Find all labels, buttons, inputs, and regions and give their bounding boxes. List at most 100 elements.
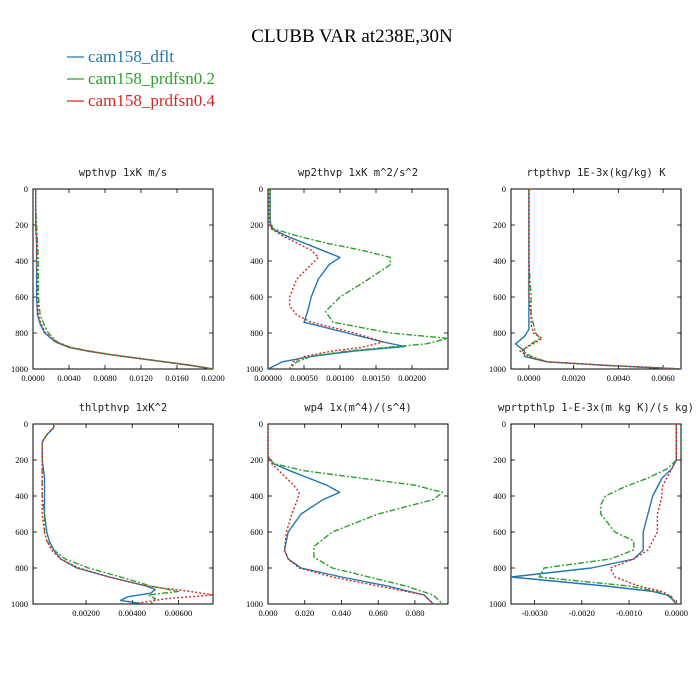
figure-title: CLUBB VAR at238E,30N — [251, 26, 453, 47]
xtick-label: -0.0030 — [522, 608, 548, 618]
ytick-label: 200 — [15, 455, 28, 465]
xtick-label: 0.000 — [258, 608, 277, 618]
xtick-label: 0.0040 — [57, 373, 80, 383]
ytick-label: 0 — [502, 419, 506, 429]
panel-title-5: wprtpthlp 1-E-3x(m kg K)/(s kg) — [498, 402, 694, 414]
xtick-label: 0.00400 — [118, 608, 146, 618]
ytick-label: 1000 — [11, 364, 28, 374]
ytick-label: 0 — [24, 184, 28, 194]
ytick-label: 200 — [250, 455, 263, 465]
ytick-label: 400 — [250, 256, 263, 266]
series-line-cam158_dflt — [41, 424, 157, 604]
panel-title-4: wp4 1x(m^4)/(s^4) — [304, 402, 411, 414]
xtick-label: 0.00050 — [290, 373, 318, 383]
panel-3: thlpthvp 1xK^2 0 200 400 600 800 1000 0.00200 0.… — [11, 402, 214, 618]
ytick-label: 0 — [259, 184, 263, 194]
ytick-label: 600 — [493, 527, 506, 537]
ytick-label: 200 — [15, 220, 28, 230]
series-line-cam158_prdfsn0.4 — [35, 189, 213, 369]
series-line-cam158_prdfsn0.4 — [268, 189, 384, 369]
ytick-label: 800 — [15, 328, 28, 338]
series-group-1 — [268, 189, 448, 369]
ytick-label: 0 — [24, 419, 28, 429]
xtick-label: 0.0060 — [651, 373, 674, 383]
xtick-label: 0.0040 — [607, 373, 630, 383]
xtick-label: 0.0160 — [165, 373, 188, 383]
panel-title-2: rtpthvp 1E-3x(kg/kg) K — [526, 167, 666, 179]
series-group-0 — [35, 189, 213, 369]
xtick-label: 0.020 — [295, 608, 314, 618]
series-line-cam158_prdfsn0.4 — [519, 189, 681, 369]
ytick-label: 1000 — [489, 364, 506, 374]
series-line-cam158_prdfsn0.2 — [269, 189, 448, 369]
plot-frame-1 — [267, 188, 449, 370]
legend-label-1: cam158_prdfsn0.2 — [88, 69, 215, 88]
panel-title-0: wpthvp 1xK m/s — [79, 167, 168, 179]
ytick-label: 400 — [15, 256, 28, 266]
ytick-label: 800 — [493, 563, 506, 573]
plot-frame-2 — [510, 188, 682, 370]
xtick-label: -0.0010 — [616, 608, 642, 618]
ytick-label: 400 — [250, 491, 263, 501]
series-line-cam158_dflt — [514, 189, 681, 369]
ytick-label: 1000 — [246, 599, 263, 609]
series-line-cam158_prdfsn0.4 — [609, 424, 677, 604]
ytick-label: 0 — [259, 419, 263, 429]
ytick-label: 400 — [493, 256, 506, 266]
xtick-label: 0.0000 — [665, 608, 688, 618]
ytick-label: 800 — [15, 563, 28, 573]
plot-frame-0 — [32, 188, 214, 370]
ytick-label: 600 — [15, 292, 28, 302]
ytick-label: 200 — [493, 220, 506, 230]
xtick-label: 0.060 — [369, 608, 388, 618]
ytick-label: 1000 — [11, 599, 28, 609]
series-line-cam158_prdfsn0.4 — [41, 424, 213, 604]
series-line-cam158_prdfsn0.2 — [268, 424, 444, 604]
series-line-cam158_dflt — [268, 424, 434, 604]
panel-5: wprtpthlp 1-E-3x(m kg K)/(s kg) 0 200 400 60… — [489, 402, 694, 618]
legend: cam158_dflt cam158_prdfsn0.2 cam158_prdfsn… — [67, 47, 216, 110]
ytick-label: 800 — [250, 328, 263, 338]
ytick-label: 200 — [250, 220, 263, 230]
ytick-label: 800 — [493, 328, 506, 338]
ytick-label: 400 — [493, 491, 506, 501]
series-group-2 — [514, 189, 681, 369]
xtick-label: 0.080 — [405, 608, 424, 618]
xtick-label: 0.00150 — [362, 373, 390, 383]
xtick-label: 0.00100 — [326, 373, 354, 383]
series-group-5 — [511, 424, 677, 604]
series-line-cam158_prdfsn0.4 — [268, 424, 434, 604]
xtick-label: 0.00600 — [165, 608, 193, 618]
xtick-label: 0.00000 — [254, 373, 282, 383]
xtick-label: 0.0200 — [201, 373, 224, 383]
panel-title-1: wp2thvp 1xK m^2/s^2 — [298, 167, 418, 179]
ytick-label: 600 — [250, 292, 263, 302]
xtick-label: 0.0000 — [21, 373, 44, 383]
ytick-label: 600 — [15, 527, 28, 537]
plot-frame-3 — [32, 423, 214, 605]
panel-1: wp2thvp 1xK m^2/s^2020040060080010000.00… — [246, 167, 449, 383]
xtick-label: 0.0020 — [562, 373, 585, 383]
series-line-cam158_prdfsn0.2 — [538, 424, 677, 604]
series-line-cam158_prdfsn0.2 — [35, 189, 213, 369]
ytick-label: 600 — [250, 527, 263, 537]
ytick-label: 400 — [15, 491, 28, 501]
ytick-label: 1000 — [246, 364, 263, 374]
xtick-label: -0.0020 — [569, 608, 595, 618]
xtick-label: 0.0120 — [129, 373, 152, 383]
series-line-cam158_dflt — [511, 424, 677, 604]
xtick-label: 0.00200 — [398, 373, 426, 383]
panel-2: rtpthvp 1E-3x(kg/kg) K 0 200 400 600 800 1000 0… — [489, 167, 682, 383]
xtick-label: 0.00200 — [72, 608, 100, 618]
xtick-label: 0.0080 — [93, 373, 116, 383]
ytick-label: 800 — [250, 563, 263, 573]
legend-label-0: cam158_dflt — [88, 47, 174, 66]
xtick-label: 0.0000 — [517, 373, 540, 383]
series-line-cam158_dflt — [268, 189, 406, 369]
series-group-4 — [268, 424, 444, 604]
ytick-label: 200 — [493, 455, 506, 465]
legend-label-2: cam158_prdfsn0.4 — [88, 91, 216, 110]
